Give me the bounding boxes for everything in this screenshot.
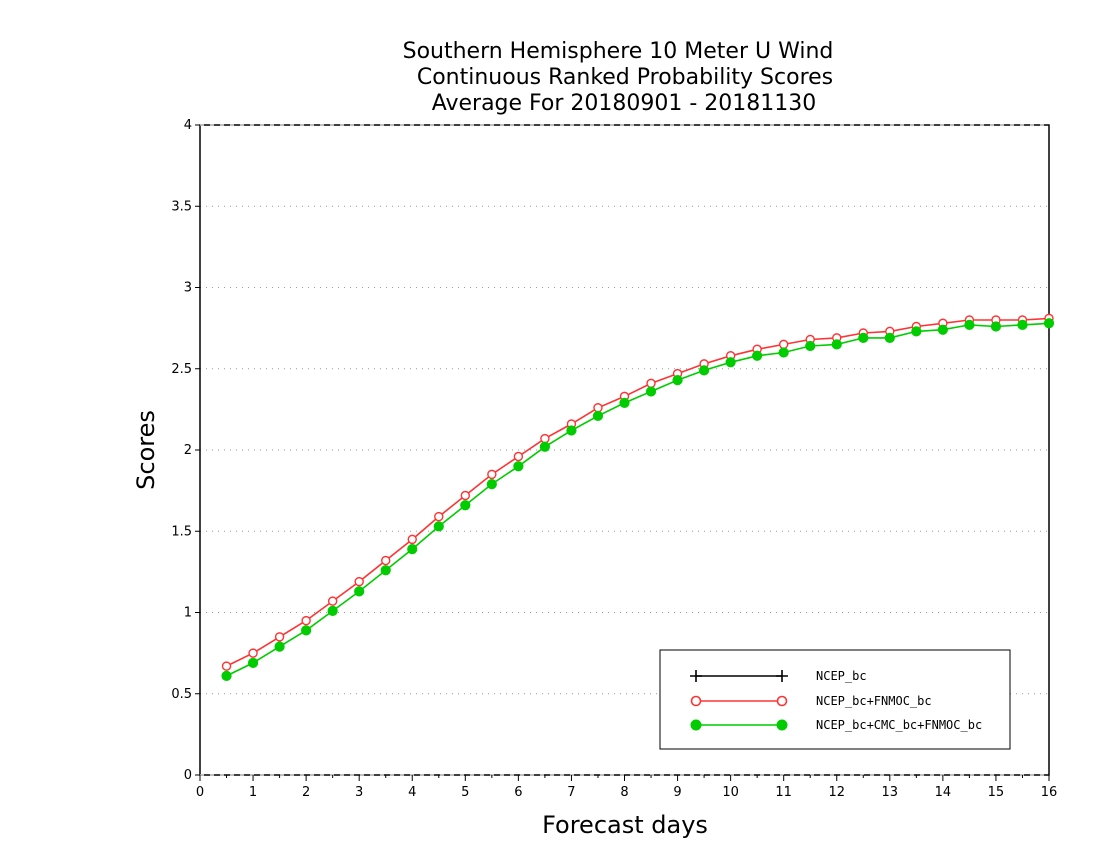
series-2-point-28	[964, 319, 975, 330]
series-2-point-14	[592, 410, 604, 421]
legend-marker-cmc-fnmoc-right	[776, 719, 788, 731]
series-2-point-6	[380, 565, 391, 576]
x-tick-label-2: 2	[302, 785, 310, 800]
series-1-point-3	[301, 615, 311, 626]
x-tick-label-16: 16	[1041, 785, 1058, 800]
series-line-2	[226, 322, 1050, 677]
series-1-point-7	[407, 534, 417, 545]
x-tick-label-11: 11	[775, 785, 792, 800]
x-tick-label-7: 7	[567, 785, 575, 800]
x-tick-label-14: 14	[935, 785, 952, 800]
series-1-point-9	[460, 490, 471, 501]
legend-marker-fnmoc-left	[690, 695, 702, 707]
series-1-point-8	[434, 511, 444, 522]
series-1-point-0	[221, 661, 232, 671]
x-tick-label-8: 8	[620, 785, 628, 800]
series-1-point-12	[540, 433, 550, 444]
x-tick-label-6: 6	[514, 785, 522, 800]
series-2-point-31	[1043, 318, 1055, 329]
axes: 00.511.522.533.540 1 2 3 4 5 6 7 8 9 10 11 12 13 14 15 1…	[171, 118, 1057, 800]
y-tick-label-7: 3.5	[171, 199, 192, 214]
x-tick-label-12: 12	[828, 785, 845, 800]
x-tick-label-5: 5	[461, 785, 469, 800]
series-2-point-8	[433, 521, 444, 532]
series-1-point-5	[354, 576, 364, 587]
series-2-point-1	[247, 657, 259, 668]
x-tick-label-15: 15	[988, 785, 1005, 800]
title-line-1: Southern Hemisphere 10 Meter U Wind	[403, 39, 834, 64]
series-2-point-12	[539, 441, 551, 452]
series-1-point-4	[327, 596, 338, 606]
x-tick-label-3: 3	[355, 785, 363, 800]
series-2-point-13	[566, 425, 577, 436]
series-2-point-18	[698, 365, 710, 376]
series-2-point-5	[354, 586, 365, 597]
series-2-point-20	[752, 350, 763, 361]
x-tick-label-4: 4	[408, 785, 416, 800]
series-1-point-16	[646, 378, 656, 389]
gridlines	[200, 205, 1049, 695]
x-tick-label-1: 1	[249, 785, 257, 800]
legend-label-fnmoc: NCEP_bc+FNMOC_bc	[816, 694, 932, 708]
series-2-point-24	[858, 332, 869, 343]
x-tick-label-10: 10	[722, 785, 739, 800]
series-2-point-29	[990, 321, 1002, 332]
legend-marker-ncep-bc-left	[690, 670, 702, 682]
legend: NCEP_bc NCEP_bc+FNMOC_bc NCEP_bc+CMC_bc+…	[659, 649, 1011, 750]
series-1-point-6	[381, 555, 391, 566]
title-line-2: Continuous Ranked Probability Scores	[417, 65, 833, 90]
y-tick-label-0: 0	[184, 768, 192, 783]
series-2-point-15	[619, 397, 630, 408]
series-layer	[221, 313, 1055, 681]
y-tick-label-6: 3	[184, 281, 192, 296]
legend-marker-ncep-bc-right	[776, 670, 788, 682]
y-tick-label-5: 2.5	[171, 362, 192, 377]
series-2-point-9	[460, 500, 471, 511]
title-line-3: Average For 20180901 - 20181130	[432, 91, 817, 116]
legend-box	[659, 649, 1011, 750]
series-1-point-11	[513, 451, 524, 462]
series-1-point-14	[593, 403, 603, 413]
y-tick-label-2: 1	[184, 606, 192, 621]
series-2-point-0	[221, 670, 232, 681]
series-2-point-2	[274, 641, 285, 652]
x-tick-label-9: 9	[673, 785, 681, 800]
series-1-point-2	[274, 632, 285, 642]
legend-marker-fnmoc-right	[776, 695, 788, 707]
series-2-point-25	[884, 332, 895, 343]
series-2-point-17	[672, 375, 683, 386]
y-tick-label-1: 0.5	[171, 687, 192, 702]
series-2-point-26	[911, 326, 922, 337]
series-2-point-16	[645, 386, 657, 397]
y-tick-label-8: 4	[184, 118, 192, 133]
series-1-point-21	[778, 339, 789, 350]
series-2-point-21	[778, 347, 789, 358]
y-axis-label: Scores	[132, 410, 160, 490]
series-2-point-11	[513, 461, 524, 472]
series-2-point-30	[1017, 319, 1028, 330]
series-2-point-27	[937, 324, 948, 335]
series-line-1	[226, 317, 1050, 667]
y-tick-label-3: 1.5	[171, 524, 192, 539]
series-2-point-19	[725, 357, 736, 368]
series-2-point-3	[301, 625, 312, 636]
series-2-point-4	[327, 605, 338, 616]
series-1-point-1	[248, 648, 258, 658]
x-tick-label-13: 13	[882, 785, 899, 800]
legend-label-ncep-bc: NCEP_bc	[816, 669, 867, 683]
x-axis-label: Forecast days	[542, 811, 708, 839]
legend-label-cmc-fnmoc: NCEP_bc+CMC_bc+FNMOC_bc	[816, 718, 982, 732]
legend-marker-cmc-fnmoc-left	[690, 719, 702, 731]
y-tick-label-4: 2	[184, 443, 192, 458]
series-2-point-7	[407, 544, 418, 555]
series-2-point-10	[486, 479, 497, 490]
x-tick-label-0: 0	[196, 785, 204, 800]
series-2-point-23	[831, 339, 842, 350]
series-2-point-22	[805, 340, 816, 352]
chart-title: Southern Hemisphere 10 Meter U Wind Cont…	[403, 39, 834, 116]
series-1-point-10	[487, 469, 497, 480]
